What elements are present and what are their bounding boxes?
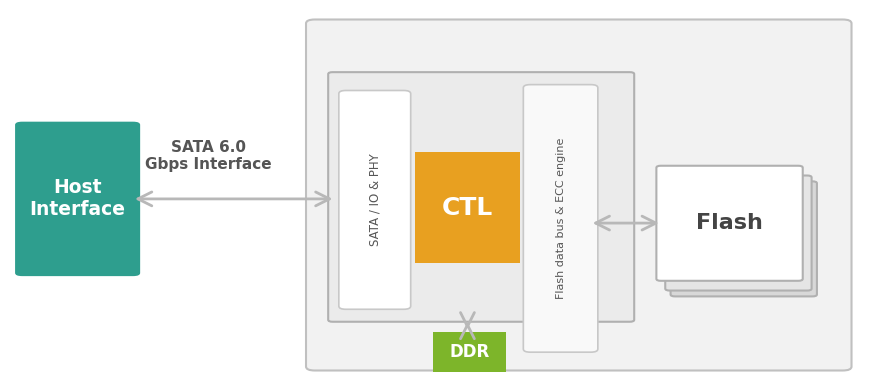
FancyBboxPatch shape [328,72,633,322]
FancyBboxPatch shape [306,20,851,370]
Text: Flash: Flash [696,213,762,233]
Text: DDR: DDR [448,343,489,361]
FancyBboxPatch shape [15,122,140,276]
Text: SATA / IO & PHY: SATA / IO & PHY [368,154,381,246]
Text: Host
Interface: Host Interface [29,178,126,220]
FancyBboxPatch shape [338,90,410,309]
Text: CTL: CTL [441,196,493,220]
Text: SATA 6.0
Gbps Interface: SATA 6.0 Gbps Interface [145,140,271,172]
FancyBboxPatch shape [523,85,597,352]
FancyBboxPatch shape [656,166,802,281]
FancyBboxPatch shape [664,176,811,291]
Text: Flash data bus & ECC engine: Flash data bus & ECC engine [555,138,565,299]
Bar [432,332,505,372]
FancyBboxPatch shape [670,181,816,296]
Bar [415,152,519,263]
